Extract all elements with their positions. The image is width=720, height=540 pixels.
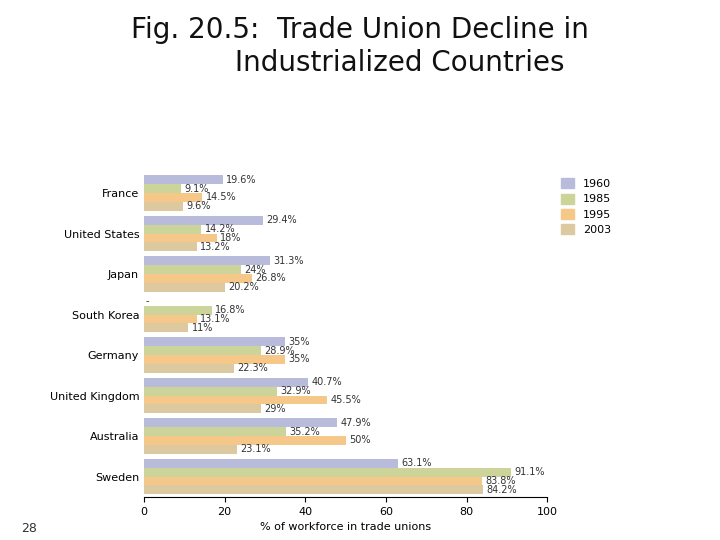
Bar [144,233,217,242]
Bar [144,283,225,292]
Text: 28: 28 [22,522,37,535]
Text: 45.5%: 45.5% [330,395,361,405]
Text: 9.6%: 9.6% [186,201,210,211]
Text: 31.3%: 31.3% [274,256,304,266]
Bar [144,395,328,404]
Text: 22.3%: 22.3% [237,363,268,373]
Bar [144,387,276,395]
Bar [144,476,482,485]
Bar [144,274,252,283]
Text: 50%: 50% [348,435,370,445]
Text: 91.1%: 91.1% [515,467,545,477]
Bar [144,225,202,233]
Text: 35%: 35% [288,354,310,364]
Bar [144,364,234,373]
Bar [144,256,270,265]
Bar [144,242,197,251]
Bar [144,459,398,468]
Bar [144,176,223,184]
Text: 14.2%: 14.2% [204,224,235,234]
Text: 47.9%: 47.9% [341,418,371,428]
Text: 83.8%: 83.8% [485,476,516,486]
Text: 13.2%: 13.2% [200,242,231,252]
Text: Fig. 20.5:  Trade Union Decline in
         Industrialized Countries: Fig. 20.5: Trade Union Decline in Indust… [131,16,589,77]
Text: 40.7%: 40.7% [311,377,342,387]
Text: -: - [145,296,149,306]
Bar [144,216,263,225]
Legend: 1960, 1985, 1995, 2003: 1960, 1985, 1995, 2003 [561,178,611,235]
Text: 14.5%: 14.5% [206,192,236,202]
Bar [144,468,511,476]
Text: 84.2%: 84.2% [487,485,518,495]
Text: 20.2%: 20.2% [229,282,259,292]
Bar [144,265,240,274]
Text: 26.8%: 26.8% [256,273,286,284]
Text: 35%: 35% [288,337,310,347]
Text: 32.9%: 32.9% [280,386,310,396]
Bar [144,346,261,355]
Text: 19.6%: 19.6% [226,175,257,185]
Bar [144,485,484,494]
Text: 29.4%: 29.4% [266,215,297,225]
Text: 29%: 29% [264,404,286,414]
Bar [144,378,308,387]
Bar [144,323,189,332]
Text: 16.8%: 16.8% [215,305,246,315]
Bar [144,193,202,202]
Text: 13.1%: 13.1% [200,314,230,324]
Bar [144,314,197,323]
Text: 24%: 24% [244,265,266,275]
Bar [144,404,261,413]
Text: 28.9%: 28.9% [264,346,294,356]
Text: 11%: 11% [192,323,213,333]
X-axis label: % of workforce in trade unions: % of workforce in trade unions [260,522,431,532]
Bar [144,202,183,211]
Bar [144,338,285,346]
Text: 9.1%: 9.1% [184,184,208,194]
Bar [144,306,212,314]
Bar [144,436,346,445]
Bar [144,445,237,454]
Text: 63.1%: 63.1% [402,458,432,468]
Bar [144,418,337,427]
Text: 18%: 18% [220,233,241,243]
Bar [144,184,181,193]
Text: 23.1%: 23.1% [240,444,271,454]
Bar [144,427,286,436]
Bar [144,355,285,364]
Text: 35.2%: 35.2% [289,427,320,437]
